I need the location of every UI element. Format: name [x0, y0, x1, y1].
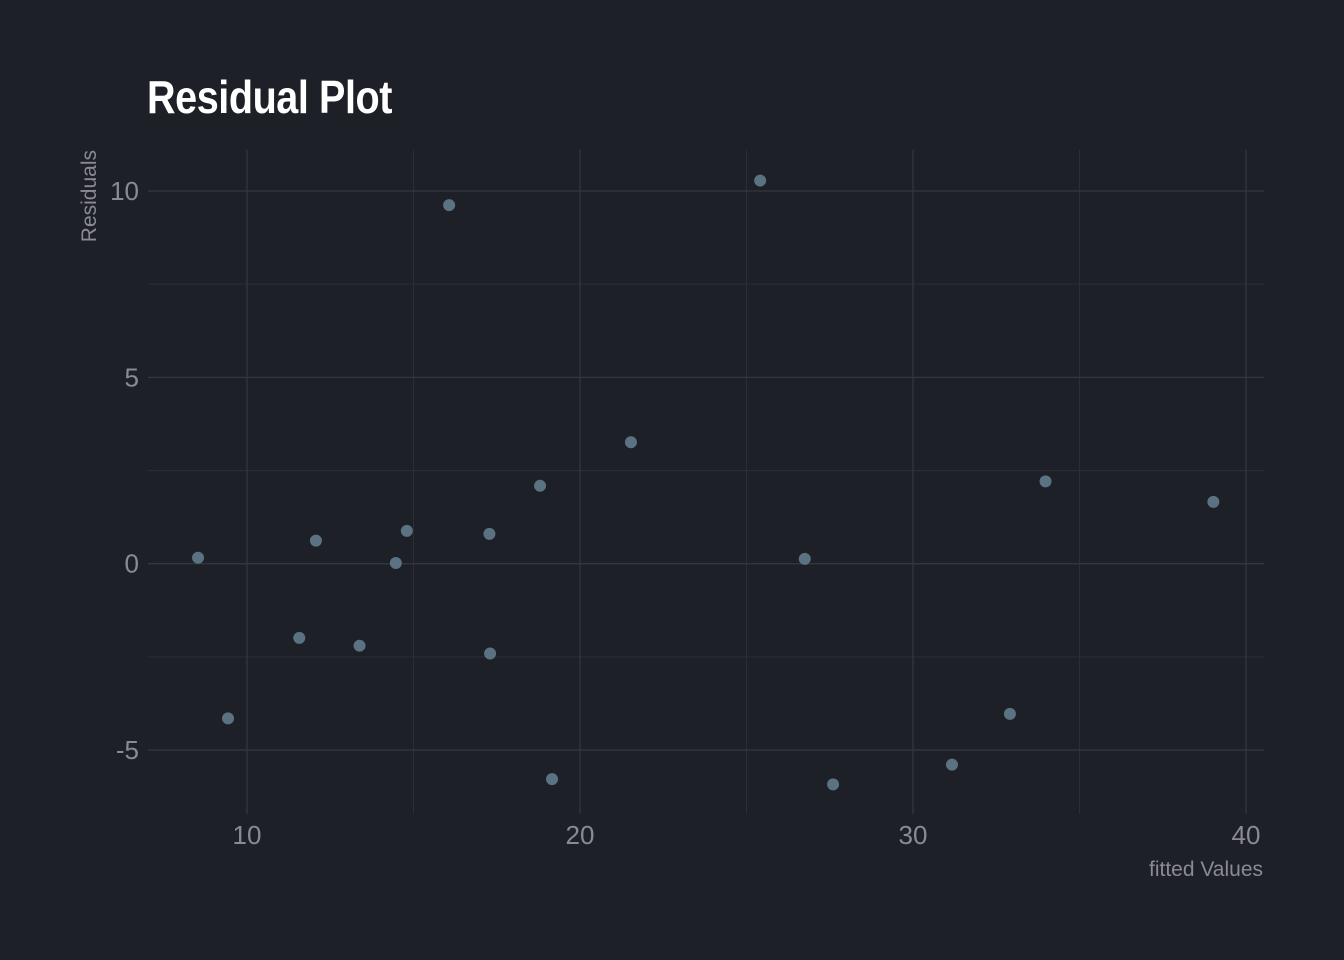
data-point: [483, 527, 496, 540]
data-point: [1003, 707, 1016, 720]
x-tick-label: 40: [1232, 820, 1261, 850]
data-point: [400, 524, 413, 537]
data-point: [827, 778, 840, 791]
x-tick-label: 20: [566, 820, 595, 850]
data-points: [192, 174, 1220, 791]
y-tick-label: 5: [125, 362, 139, 392]
data-point: [534, 479, 547, 492]
data-point: [624, 436, 637, 449]
x-tick-label: 30: [899, 820, 928, 850]
y-axis-title: Residuals: [78, 150, 101, 242]
y-tick-label: -5: [116, 735, 139, 765]
chart-title: Residual Plot: [147, 71, 393, 123]
y-tick-label: 10: [110, 176, 139, 206]
data-point: [443, 199, 456, 212]
data-point: [546, 773, 559, 786]
data-point: [1207, 495, 1220, 508]
data-point: [798, 552, 811, 565]
data-point: [293, 631, 306, 644]
y-axis-ticks: 10 5 0 -5: [110, 176, 139, 765]
x-tick-label: 10: [233, 820, 262, 850]
data-point: [1039, 475, 1052, 488]
data-point: [353, 639, 366, 652]
data-point: [192, 551, 205, 564]
data-point: [945, 758, 958, 771]
gridlines: [148, 150, 1264, 814]
y-tick-label: 0: [125, 549, 139, 579]
data-point: [389, 556, 402, 569]
data-point: [309, 534, 322, 547]
data-point: [484, 647, 497, 660]
x-axis-title: fitted Values: [1149, 858, 1263, 881]
data-point: [222, 712, 235, 725]
data-point: [754, 174, 767, 187]
x-axis-ticks: 10 20 30 40: [233, 820, 1261, 850]
